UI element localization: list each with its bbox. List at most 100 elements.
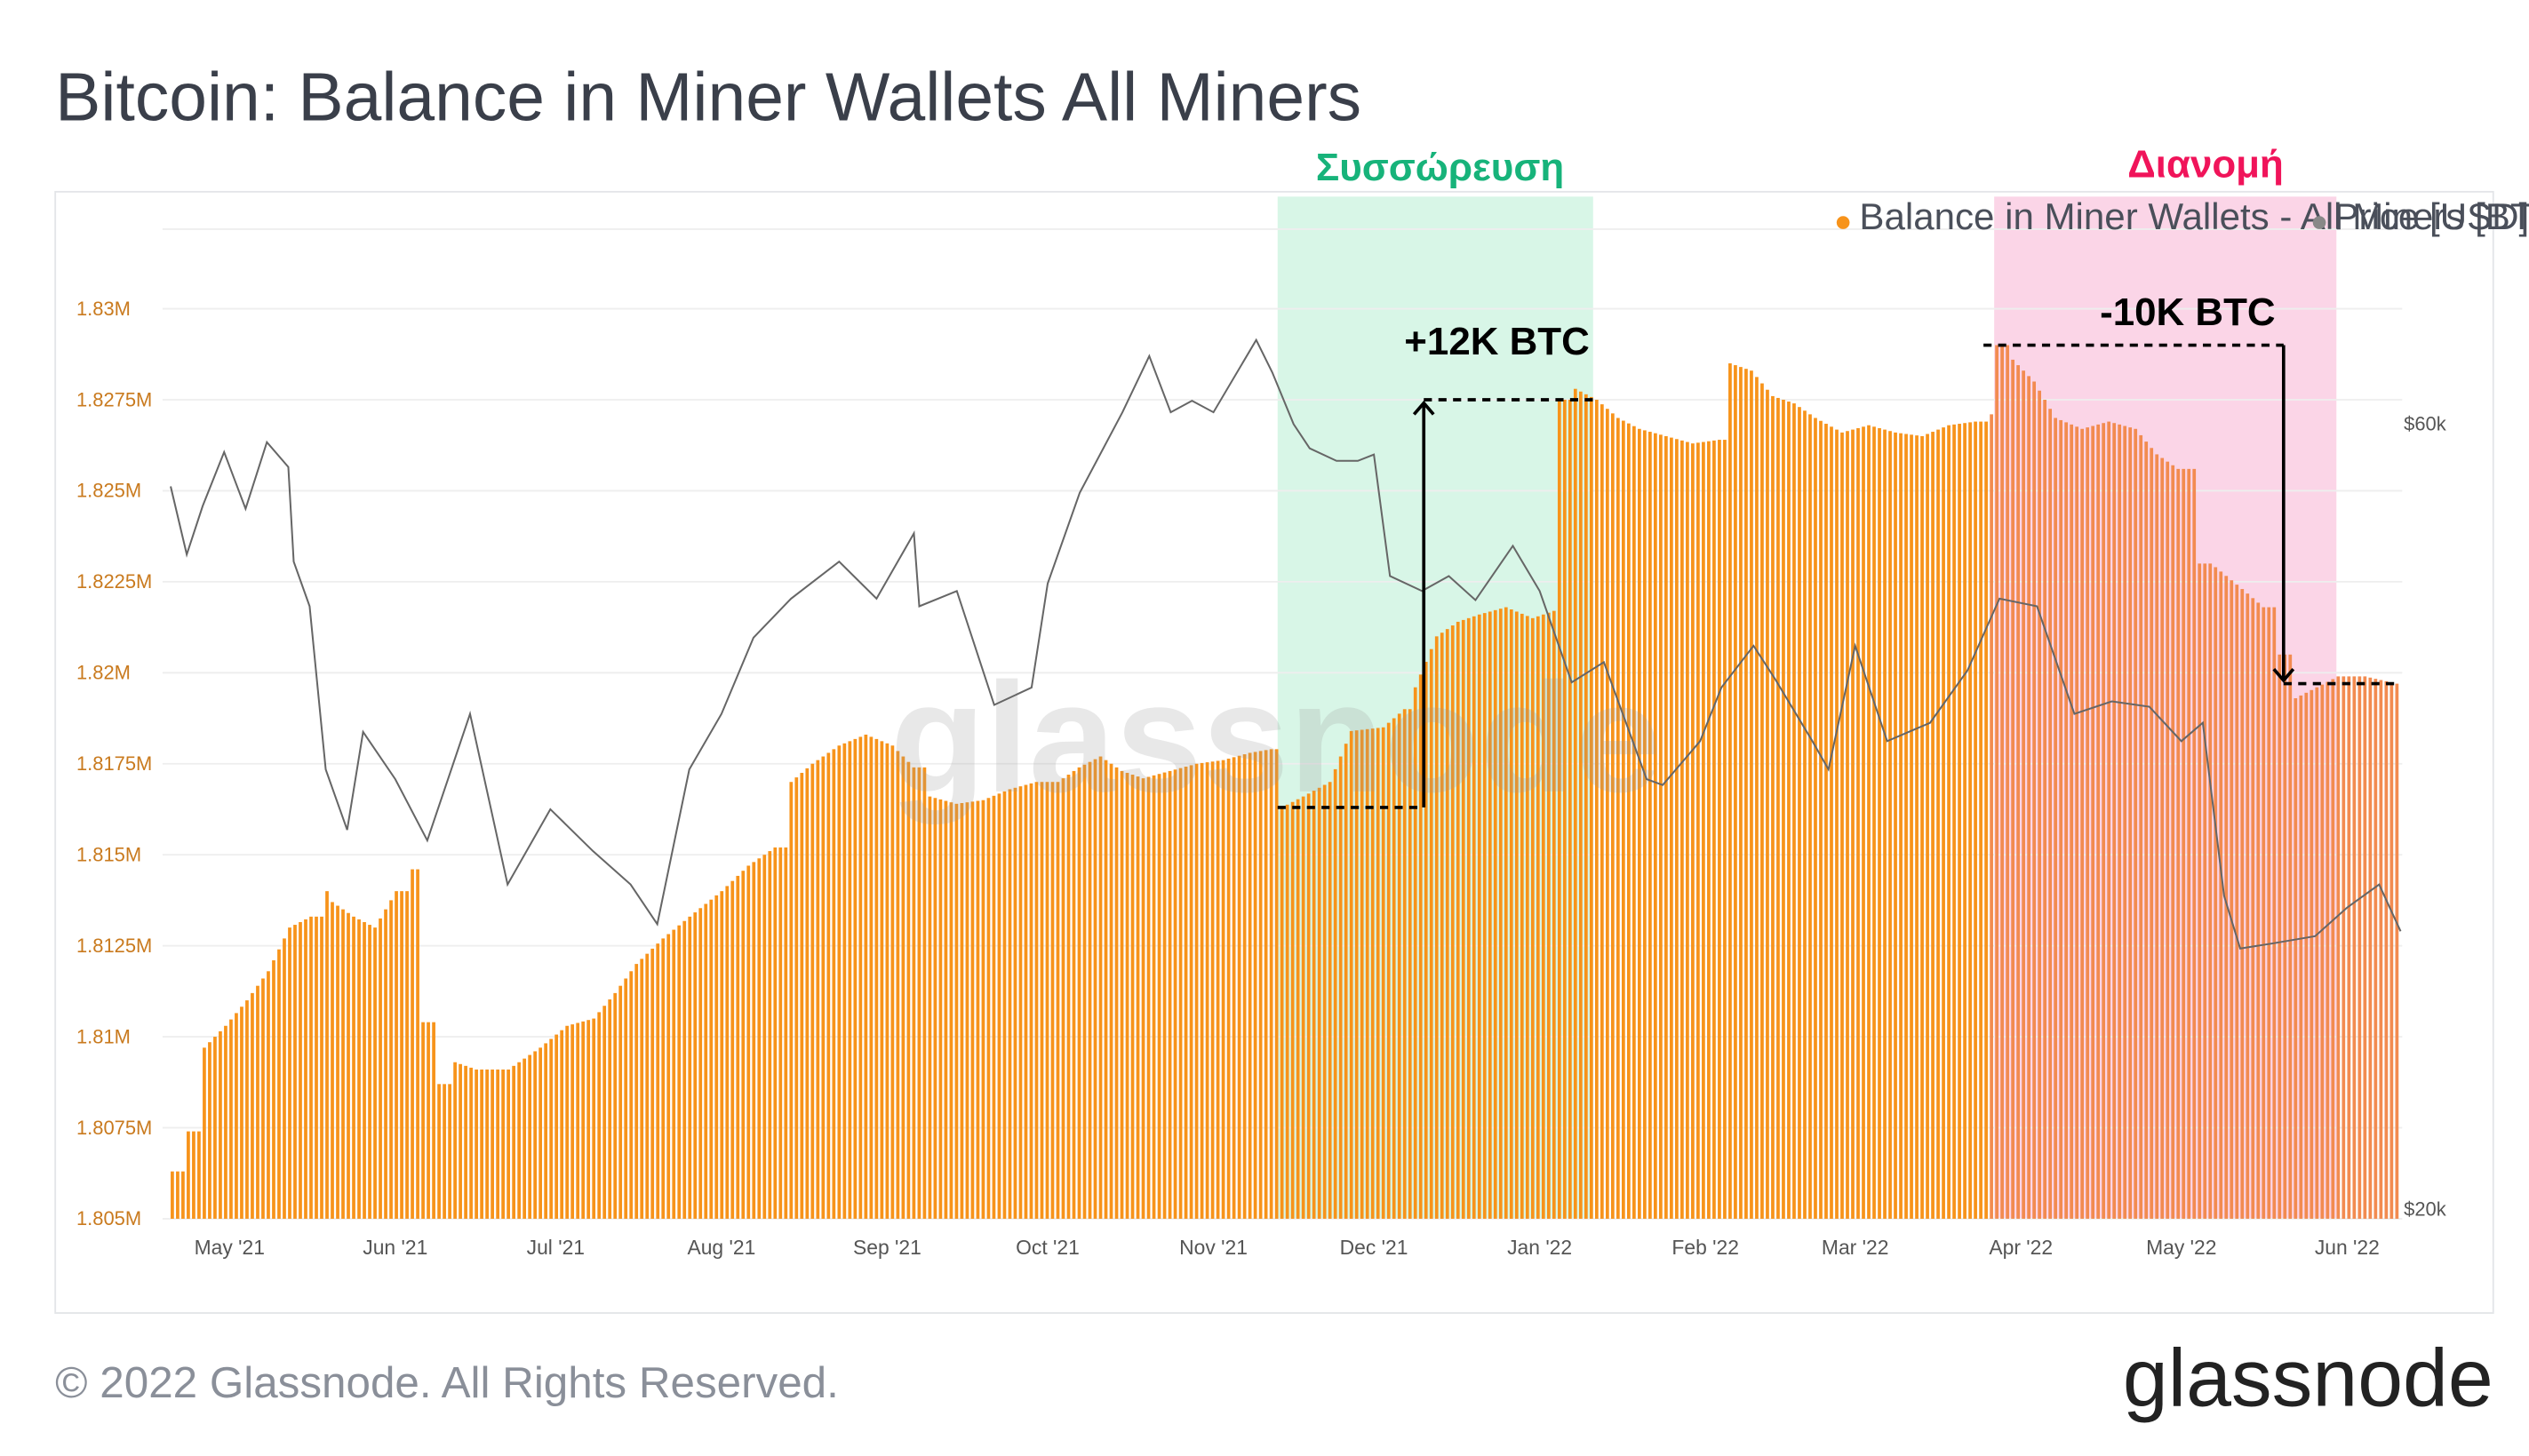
bar [2011,359,2014,1219]
bar [1178,768,1183,1219]
bar [2352,676,2357,1219]
bar [1766,389,1769,1219]
bar [864,734,868,1219]
bar [485,1069,489,1219]
bar [411,869,414,1219]
bar [938,799,943,1219]
bar [1776,397,1780,1219]
bar [1125,772,1129,1219]
bar [304,919,307,1219]
bar [2054,418,2058,1219]
bar [874,738,879,1219]
bar [2363,676,2367,1219]
bar [1760,383,1764,1219]
bar [368,925,371,1219]
bar [2000,345,2004,1219]
bar [1002,791,1007,1219]
bar [1493,609,1497,1219]
bar [384,909,387,1219]
bar [698,908,703,1219]
bar [1168,770,1172,1219]
bar [794,777,799,1219]
y-right-tick-label: $60k [2404,413,2446,435]
legend-swatch-balance [1836,216,1850,229]
bar [752,862,756,1219]
bar [1269,749,1273,1219]
bar [1413,687,1417,1219]
bar [1562,399,1567,1219]
bar [2112,423,2117,1219]
bar [2171,465,2175,1219]
bar [554,1034,559,1219]
bar [1440,633,1444,1219]
bar [2230,580,2234,1219]
bar [480,1069,483,1219]
bar [549,1038,554,1219]
bar [1552,610,1556,1219]
bar [693,912,698,1219]
bar [1840,432,1844,1219]
bar [1621,420,1625,1219]
bar [821,756,826,1219]
bar [1963,423,1967,1219]
bar [1616,418,1620,1219]
bar [1312,791,1316,1219]
bar [1798,407,1801,1219]
bar [1306,793,1311,1219]
bar [1734,365,1737,1219]
bar [2144,442,2149,1219]
x-axis: May '21 Jun '21 Jul '21 Aug '21 Sep '21 Oct '… [195,1236,2380,1259]
bar [523,1058,527,1219]
accumulation-label: Συσσώρευση [1316,146,1564,189]
bar [400,891,403,1219]
bar [576,1022,580,1219]
bar [2107,421,2111,1219]
bar [2288,654,2293,1219]
bar [2187,468,2191,1219]
bar [437,1084,441,1219]
bar [357,919,361,1219]
bar [1718,440,1721,1219]
x-tick-label: Nov '21 [1179,1236,1248,1259]
bar [618,985,623,1219]
bar [1504,607,1508,1219]
bar [272,960,275,1219]
bar [1392,718,1396,1219]
bar [1835,429,1839,1219]
bar [1584,394,1588,1219]
bar [539,1047,543,1219]
bar [1920,435,1924,1219]
bar [1771,395,1775,1219]
bar [1808,414,1812,1219]
bar [533,1051,538,1219]
bar [1429,648,1433,1219]
bar [1792,403,1796,1219]
y-left-tick-label: 1.825M [76,480,141,502]
bar [1568,399,1572,1219]
bar [1546,612,1551,1219]
bar [1968,422,1972,1219]
bar [528,1054,532,1219]
bar [933,798,937,1219]
bar [592,1018,596,1219]
bar [2299,695,2303,1219]
bar [496,1069,499,1219]
bar [944,800,948,1219]
y-right-tick-label: $20k [2404,1197,2446,1220]
bar [1216,760,1220,1219]
bar [1638,428,1641,1219]
bar [1210,761,1215,1219]
x-tick-label: May '21 [195,1236,265,1259]
bar [981,800,985,1219]
bar [2219,571,2223,1219]
bar [512,1065,515,1219]
bar [565,1025,570,1219]
bar [597,1012,602,1219]
bar [341,909,345,1219]
y-axis-right: $20k $60k [2404,413,2446,1221]
bar [1702,442,1705,1219]
x-tick-label: Jul '21 [527,1236,585,1259]
bar [2139,434,2143,1219]
bar [666,934,671,1219]
